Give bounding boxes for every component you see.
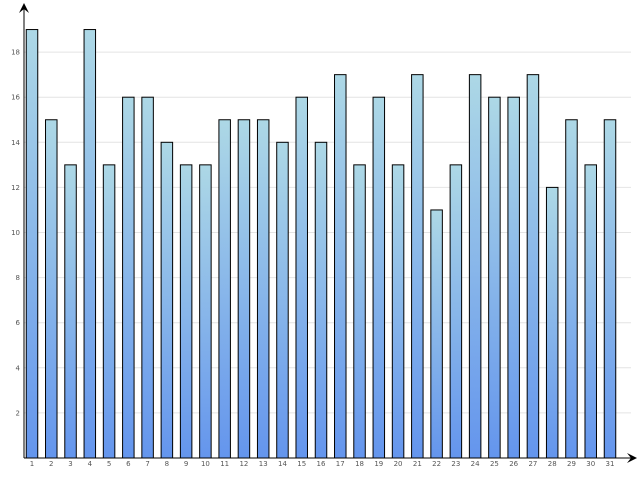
- x-tick-labels: 1 2 3 4 5 6 7 8 9 10 11 12 13 14 15 16 17 18 19 20 21 22 23 24 2…: [30, 460, 615, 468]
- x-tick-label: 23: [451, 460, 460, 468]
- bar-10: [199, 164, 212, 459]
- y-axis-arrow: [19, 3, 29, 13]
- x-tick-label: 27: [528, 460, 537, 468]
- x-tick-label: 4: [88, 460, 93, 468]
- y-tick-label: 10: [11, 229, 20, 237]
- x-axis-arrow: [627, 453, 637, 463]
- bar-12: [237, 119, 251, 459]
- y-tick-label: 2: [16, 409, 20, 417]
- x-tick-label: 2: [49, 460, 53, 468]
- bar-2: [45, 119, 58, 459]
- x-tick-label: 22: [432, 460, 441, 468]
- y-tick-label: 6: [16, 319, 21, 327]
- x-tick-label: 29: [567, 460, 576, 468]
- bar-20: [391, 164, 405, 459]
- x-tick-label: 18: [355, 460, 364, 468]
- x-tick-label: 31: [606, 460, 615, 468]
- bar-14: [276, 141, 289, 459]
- x-tick-label: 28: [548, 460, 557, 468]
- x-tick-label: 21: [413, 460, 422, 468]
- bar-4: [83, 29, 97, 459]
- bar-23: [449, 164, 463, 459]
- x-tick-label: 17: [336, 460, 345, 468]
- bar-7: [141, 96, 154, 459]
- x-tick-label: 24: [471, 460, 480, 468]
- x-tick-label: 26: [509, 460, 518, 468]
- bar-16: [314, 141, 328, 459]
- bar-29: [565, 119, 578, 459]
- bar-22: [430, 209, 443, 459]
- x-tick-label: 20: [394, 460, 403, 468]
- y-tick-label: 12: [11, 184, 20, 192]
- axes: [19, 3, 637, 463]
- x-tick-label: 1: [30, 460, 34, 468]
- bar-28: [545, 186, 559, 459]
- y-tick-label: 14: [11, 139, 20, 147]
- bar-19: [372, 96, 386, 459]
- x-tick-label: 6: [126, 460, 131, 468]
- x-tick-label: 9: [184, 460, 188, 468]
- bar-21: [411, 74, 424, 459]
- bar-24: [468, 74, 482, 459]
- x-tick-label: 25: [490, 460, 499, 468]
- x-tick-label: 13: [259, 460, 268, 468]
- y-tick-label: 18: [11, 49, 20, 57]
- bar-18: [353, 164, 366, 459]
- bar-9: [179, 164, 193, 459]
- y-tick-label: 8: [16, 274, 20, 282]
- x-tick-label: 30: [586, 460, 595, 468]
- x-tick-label: 11: [220, 460, 229, 468]
- x-tick-label: 16: [317, 460, 326, 468]
- bar-31: [603, 119, 617, 459]
- x-tick-label: 8: [165, 460, 169, 468]
- bar-17: [334, 74, 347, 459]
- bar-6: [122, 96, 135, 459]
- bar-11: [218, 119, 231, 459]
- x-tick-label: 19: [374, 460, 383, 468]
- y-tick-label: 4: [16, 364, 21, 372]
- bar-1: [25, 29, 39, 459]
- x-tick-label: 3: [68, 460, 72, 468]
- bars-group: [25, 29, 617, 459]
- bar-25: [488, 96, 501, 459]
- bar-5: [102, 164, 116, 459]
- x-tick-label: 12: [239, 460, 248, 468]
- x-tick-label: 5: [107, 460, 111, 468]
- x-tick-label: 7: [145, 460, 149, 468]
- x-tick-label: 14: [278, 460, 287, 468]
- bar-26: [507, 96, 520, 459]
- y-tick-labels: 2 4 6 8 10 12 14 16 18: [11, 49, 20, 418]
- bar-13: [256, 119, 270, 459]
- bar-3: [64, 164, 77, 459]
- x-tick-label: 15: [297, 460, 306, 468]
- bar-15: [295, 96, 308, 459]
- x-tick-label: 10: [201, 460, 210, 468]
- bar-30: [584, 164, 597, 459]
- y-tick-label: 16: [11, 94, 20, 102]
- bar-27: [526, 74, 540, 459]
- bar-8: [160, 141, 174, 459]
